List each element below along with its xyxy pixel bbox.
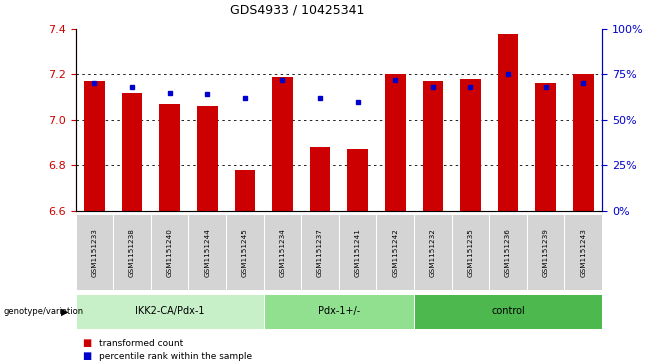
Bar (497, 34, 519, 211)
Text: ■: ■ (82, 351, 91, 362)
Text: percentile rank within the sample: percentile rank within the sample (99, 352, 252, 361)
Text: transformed count: transformed count (99, 339, 183, 347)
Text: GSM1151237: GSM1151237 (317, 228, 323, 277)
Text: ■: ■ (82, 338, 91, 348)
Text: GSM1151236: GSM1151236 (505, 228, 511, 277)
Bar (122, 93, 142, 211)
Text: Pdx-1+/-: Pdx-1+/- (318, 306, 360, 316)
Bar (310, 147, 330, 211)
Bar (385, 74, 405, 211)
Text: GSM1151242: GSM1151242 (392, 228, 398, 277)
Text: GSM1151243: GSM1151243 (580, 228, 586, 277)
Text: genotype/variation: genotype/variation (3, 307, 84, 316)
Text: GSM1151238: GSM1151238 (129, 228, 135, 277)
Text: GSM1151239: GSM1151239 (543, 228, 549, 277)
Bar (272, 77, 293, 211)
Bar (347, 149, 368, 211)
Text: GSM1151232: GSM1151232 (430, 228, 436, 277)
Text: GSM1151241: GSM1151241 (355, 228, 361, 277)
Bar (159, 104, 180, 211)
Bar (422, 81, 443, 211)
Bar (84, 81, 105, 211)
Text: IKK2-CA/Pdx-1: IKK2-CA/Pdx-1 (135, 306, 205, 316)
Bar (460, 79, 481, 211)
Text: GSM1151240: GSM1151240 (166, 228, 172, 277)
Text: GSM1151233: GSM1151233 (91, 228, 97, 277)
Bar (234, 170, 255, 211)
Bar (536, 83, 556, 211)
Title: GDS4933 / 10425341: GDS4933 / 10425341 (230, 3, 364, 16)
Text: GSM1151235: GSM1151235 (467, 228, 474, 277)
Text: ▶: ▶ (61, 306, 68, 316)
Text: GSM1151234: GSM1151234 (280, 228, 286, 277)
Bar (573, 74, 594, 211)
Text: GSM1151245: GSM1151245 (242, 228, 248, 277)
Bar (197, 106, 218, 211)
Text: GSM1151244: GSM1151244 (204, 228, 211, 277)
Text: control: control (491, 306, 525, 316)
